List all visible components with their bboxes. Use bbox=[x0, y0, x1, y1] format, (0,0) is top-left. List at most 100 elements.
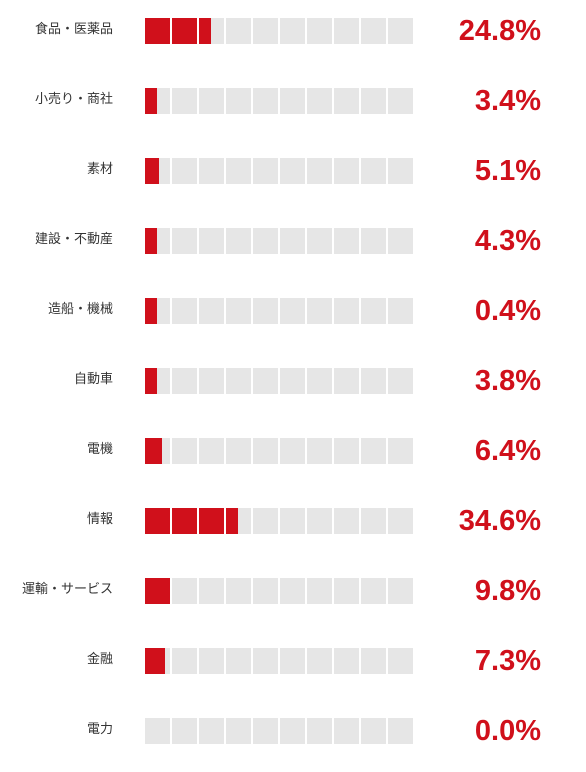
chart-row: 素材 5.1% bbox=[0, 140, 586, 210]
chart-row: 小売り・商社 3.4% bbox=[0, 70, 586, 140]
bar-cell bbox=[280, 88, 305, 114]
bar-cell bbox=[388, 508, 413, 534]
category-label: 電機 bbox=[86, 442, 113, 457]
bar-cell bbox=[307, 648, 332, 674]
bar-fill-segment bbox=[199, 508, 224, 534]
bar-cell bbox=[226, 158, 251, 184]
bar-cell bbox=[253, 508, 278, 534]
bar-cell bbox=[334, 508, 359, 534]
chart-row: 運輸・サービス 9.8% bbox=[0, 560, 586, 630]
bar-cell bbox=[307, 508, 332, 534]
bar-cell bbox=[253, 718, 278, 744]
bar-cell bbox=[226, 298, 251, 324]
bar-track bbox=[145, 368, 413, 394]
bar-cell bbox=[199, 158, 224, 184]
bar-cell bbox=[226, 578, 251, 604]
bar-track bbox=[145, 228, 413, 254]
bar-cell bbox=[145, 718, 170, 744]
bar-track bbox=[145, 508, 413, 534]
bar-cell bbox=[253, 228, 278, 254]
bar-fill-segment bbox=[145, 158, 159, 184]
bar-cell bbox=[361, 578, 386, 604]
bar-cell bbox=[334, 88, 359, 114]
bar-fill-segment bbox=[172, 508, 197, 534]
bar-cell bbox=[253, 438, 278, 464]
category-label: 電力 bbox=[86, 722, 113, 737]
chart-row: 自動車 3.8% bbox=[0, 350, 586, 420]
category-label: 金融 bbox=[86, 652, 113, 667]
bar-cell bbox=[280, 228, 305, 254]
bar-cell bbox=[199, 648, 224, 674]
bar-cell bbox=[307, 88, 332, 114]
bar-cell bbox=[388, 298, 413, 324]
category-label: 造船・機械 bbox=[47, 302, 113, 317]
chart-row: 造船・機械 0.4% bbox=[0, 280, 586, 350]
bar-cell bbox=[334, 228, 359, 254]
bar-cell bbox=[361, 648, 386, 674]
bar-cell bbox=[388, 718, 413, 744]
bar-cell bbox=[172, 298, 197, 324]
bar-cell bbox=[334, 718, 359, 744]
bar-fill-segment bbox=[172, 18, 197, 44]
bar-fill-segment bbox=[145, 648, 165, 674]
bar-cell bbox=[388, 438, 413, 464]
bar-cell bbox=[253, 158, 278, 184]
bar-fill-segment bbox=[145, 508, 170, 534]
bar-cell bbox=[172, 648, 197, 674]
bar-cell bbox=[199, 368, 224, 394]
chart-row: 建設・不動産 4.3% bbox=[0, 210, 586, 280]
bar-cell bbox=[388, 368, 413, 394]
bar-track bbox=[145, 158, 413, 184]
bar-cell bbox=[307, 18, 332, 44]
bar-cell bbox=[226, 88, 251, 114]
bar-cell bbox=[253, 578, 278, 604]
bar-track bbox=[145, 298, 413, 324]
bar-cell bbox=[280, 298, 305, 324]
bar-cell bbox=[361, 18, 386, 44]
value-label: 9.8% bbox=[474, 575, 541, 607]
bar-cell bbox=[334, 298, 359, 324]
bar-cell bbox=[199, 578, 224, 604]
bar-cell bbox=[307, 578, 332, 604]
bar-cell bbox=[334, 578, 359, 604]
bar-cell bbox=[388, 578, 413, 604]
value-label: 0.0% bbox=[474, 715, 541, 747]
bar-cell bbox=[388, 18, 413, 44]
bar-cell bbox=[280, 18, 305, 44]
bar-cell bbox=[388, 158, 413, 184]
bar-cell bbox=[226, 228, 251, 254]
bar-cell bbox=[226, 18, 251, 44]
bar-cell bbox=[334, 368, 359, 394]
bar-cell bbox=[172, 228, 197, 254]
bar-cell bbox=[226, 438, 251, 464]
bar-cell bbox=[172, 718, 197, 744]
value-label: 3.8% bbox=[474, 365, 541, 397]
bar-fill-segment bbox=[145, 18, 170, 44]
bar-cell bbox=[388, 228, 413, 254]
bar-cell bbox=[361, 88, 386, 114]
bar-cell bbox=[388, 88, 413, 114]
bar-cell bbox=[334, 158, 359, 184]
bar-cell bbox=[334, 438, 359, 464]
bar-fill-segment bbox=[145, 368, 157, 394]
category-label: 自動車 bbox=[73, 372, 113, 387]
bar-cell bbox=[172, 158, 197, 184]
bar-cell bbox=[226, 648, 251, 674]
chart-row: 電力 0.0% bbox=[0, 700, 586, 770]
bar-cell bbox=[334, 648, 359, 674]
bar-cell bbox=[307, 298, 332, 324]
bar-track bbox=[145, 578, 413, 604]
bar-cell bbox=[361, 368, 386, 394]
bar-cell bbox=[280, 648, 305, 674]
bar-cell bbox=[388, 648, 413, 674]
bar-cell bbox=[307, 368, 332, 394]
value-label: 7.3% bbox=[474, 645, 541, 677]
bar-track bbox=[145, 648, 413, 674]
value-label: 5.1% bbox=[474, 155, 541, 187]
bar-cell bbox=[253, 298, 278, 324]
bar-fill-segment bbox=[145, 88, 157, 114]
bar-cell bbox=[199, 718, 224, 744]
bar-fill-segment bbox=[145, 298, 157, 324]
bar-cell bbox=[361, 508, 386, 534]
